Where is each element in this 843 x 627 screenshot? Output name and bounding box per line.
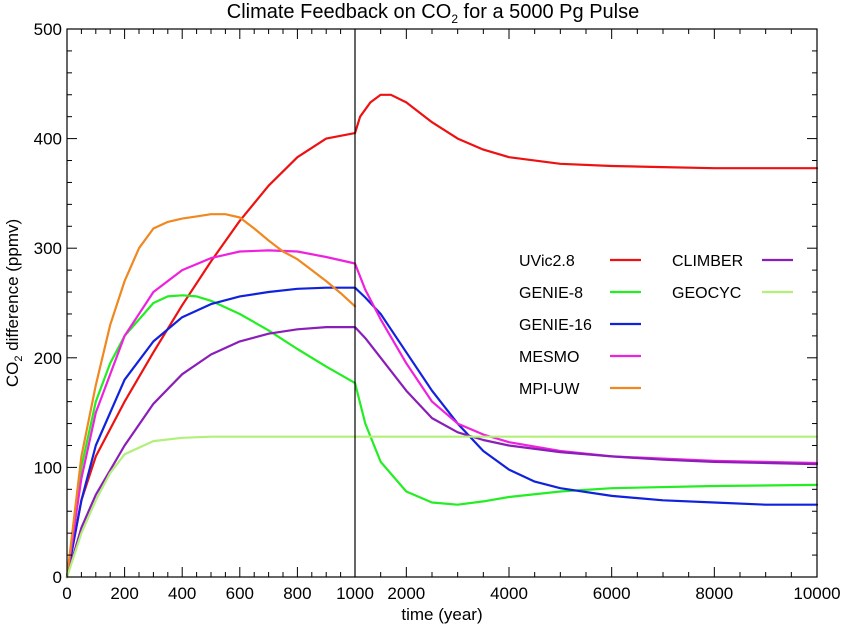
x-tick-label: 2000	[387, 584, 425, 603]
y-tick-label: 100	[34, 458, 62, 477]
x-tick-label: 0	[62, 584, 71, 603]
plot-frame	[66, 28, 818, 578]
x-axis-label: time (year)	[401, 605, 482, 624]
x-tick-label: 800	[283, 584, 311, 603]
y-tick-label: 0	[53, 568, 62, 587]
chart-title: Climate Feedback on CO2 for a 5000 Pg Pu…	[227, 1, 639, 26]
y-tick-label: 200	[34, 349, 62, 368]
chart-title-subscript: 2	[451, 12, 458, 26]
x-tick-label: 6000	[593, 584, 631, 603]
y-tick-label: 400	[34, 130, 62, 149]
legend-label-genie-16: GENIE-16	[519, 317, 592, 334]
x-tick-label: 10000	[793, 584, 840, 603]
series-line-geocyc	[65, 435, 819, 579]
legend-label-climber: CLIMBER	[672, 253, 743, 270]
legend-label-mpi-uw: MPI-UW	[519, 381, 580, 398]
y-axis-label-subscript: 2	[13, 356, 25, 362]
chart-title-rest: for a 5000 Pg Pulse	[458, 1, 639, 23]
x-tick-label: 400	[168, 584, 196, 603]
chart-title-main: Climate Feedback on CO	[227, 1, 452, 23]
legend-label-genie-8: GENIE-8	[519, 285, 583, 302]
x-tick-label: 1000	[336, 584, 374, 603]
y-axis-label-rest: difference (ppmv)	[3, 219, 22, 356]
series-line-uvic2-8	[65, 93, 819, 579]
series-line-climber	[65, 326, 819, 579]
legend-label-geocyc: GEOCYC	[672, 285, 741, 302]
y-axis-label-main: CO	[3, 362, 22, 388]
x-tick-label: 8000	[695, 584, 733, 603]
x-tick-label: 600	[226, 584, 254, 603]
legend: UVic2.8 GENIE-8 GENIE-16 MESMO MPI-UW CLIMBER…	[519, 253, 793, 398]
legend-label-mesmo: MESMO	[519, 349, 579, 366]
y-axis-label: CO2 difference (ppmv)	[3, 219, 25, 387]
legend-label-uvic2-8: UVic2.8	[519, 253, 575, 270]
y-tick-label: 300	[34, 239, 62, 258]
series-line-genie-16	[65, 286, 819, 579]
y-tick-label: 500	[34, 20, 62, 39]
series-line-mpi-uw	[65, 213, 357, 579]
x-tick-label: 200	[110, 584, 138, 603]
x-tick-label: 4000	[490, 584, 528, 603]
